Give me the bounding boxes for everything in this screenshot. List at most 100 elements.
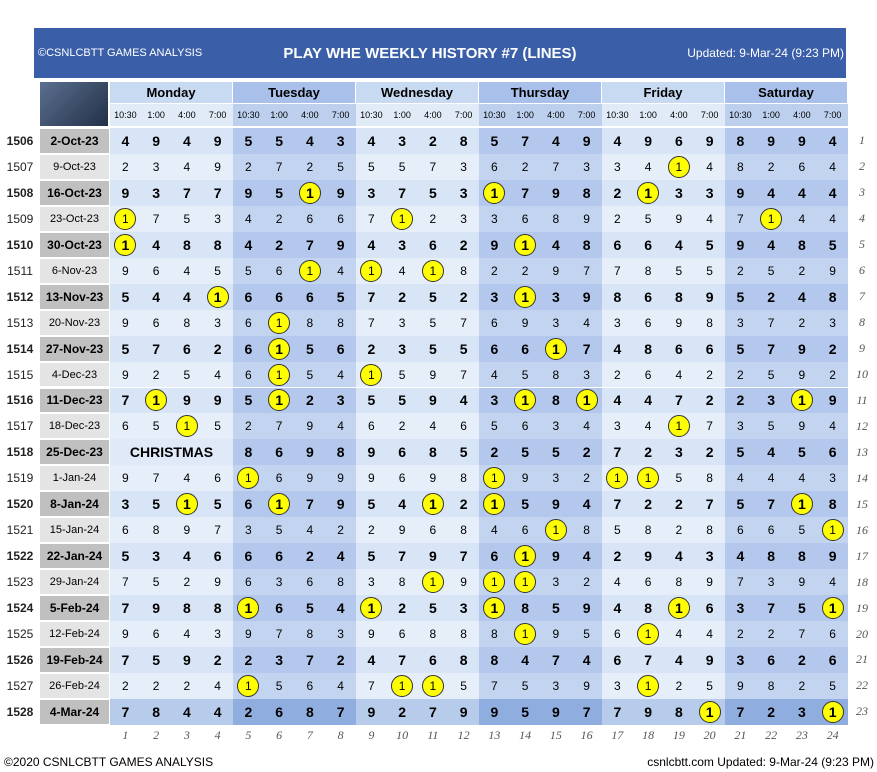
hit-circle: 1 [760, 207, 783, 230]
column-number: 6 [276, 728, 283, 743]
column-number: 15 [549, 728, 562, 743]
cell: 5 [263, 179, 295, 206]
cell: 6 [294, 672, 326, 699]
cell: 6 [479, 335, 510, 362]
cell: 3 [386, 335, 418, 362]
cell: 3 [540, 569, 572, 596]
time-header: 4:00 [294, 104, 326, 126]
cell: 4 [786, 179, 818, 206]
cell: 7 [356, 672, 387, 699]
cell: 1 [786, 491, 818, 518]
cell: 8 [417, 439, 449, 466]
week-number: 1520 [6, 497, 34, 512]
cell: 6 [725, 517, 756, 544]
cell: 7 [571, 335, 602, 362]
cell: 4 [663, 543, 695, 570]
cell: 7 [171, 179, 203, 206]
cell: 7 [356, 205, 387, 232]
cell: 5 [571, 621, 602, 647]
week-number: 1526 [6, 652, 34, 667]
cell: 1 [632, 465, 664, 492]
cell: 3 [386, 309, 418, 336]
week-number: 1517 [6, 419, 34, 434]
cell: 7 [356, 309, 387, 336]
column-number: 23 [795, 728, 808, 743]
cell: 7 [509, 179, 541, 206]
cell: 5 [755, 361, 787, 388]
cell: 4 [755, 439, 787, 466]
column-number: 3 [183, 728, 190, 743]
cell: 7 [325, 698, 356, 725]
cell: 9 [202, 387, 233, 414]
date: 27-Nov-23 [40, 336, 109, 361]
cell: 8 [171, 309, 203, 336]
cell: 5 [140, 491, 172, 518]
cell: 5 [663, 257, 695, 284]
cell: 4 [755, 465, 787, 492]
cell: 6 [171, 335, 203, 362]
date: 15-Jan-24 [40, 518, 109, 543]
cell: 8 [817, 491, 848, 518]
hit-circle: 1 [514, 233, 537, 256]
row-index: 8 [859, 315, 865, 330]
hit-circle: 1 [237, 467, 260, 490]
cell: 7 [140, 335, 172, 362]
row-index: 11 [856, 392, 868, 407]
cell: 8 [663, 698, 695, 725]
cell: 5 [509, 672, 541, 699]
column-number: 21 [734, 728, 747, 743]
cell: 1 [386, 205, 418, 232]
cell: 4 [725, 543, 756, 570]
cell: 5 [417, 179, 449, 206]
hit-circle: 1 [514, 623, 537, 646]
cell: 2 [755, 283, 787, 310]
cell: 7 [263, 413, 295, 440]
cell: 9 [786, 413, 818, 440]
cell: 3 [540, 283, 572, 310]
cell: 7 [663, 387, 695, 414]
day-header: Wednesday [356, 82, 478, 103]
cell: 5 [479, 413, 510, 440]
cell: 9 [294, 413, 326, 440]
cell: 8 [417, 621, 449, 647]
column-number: 16 [580, 728, 593, 743]
cell: 6 [386, 465, 418, 492]
cell: 6 [294, 569, 326, 596]
cell: 7 [294, 647, 326, 673]
hit-circle: 1 [821, 597, 844, 620]
cell: 6 [663, 335, 695, 362]
cell: 4 [325, 257, 356, 284]
column-number: 2 [153, 728, 160, 743]
row-index: 18 [856, 574, 868, 589]
cell: 9 [817, 543, 848, 570]
cell: 6 [602, 647, 633, 673]
cell: 4 [602, 569, 633, 596]
cell: 8 [448, 647, 479, 673]
column-number: 12 [457, 728, 470, 743]
cell: 2 [663, 491, 695, 518]
cell: 7 [694, 491, 725, 518]
cell: 7 [110, 698, 141, 725]
cell: 6 [817, 647, 848, 673]
cell: 2 [509, 153, 541, 180]
cell: 3 [479, 205, 510, 232]
cell: 5 [417, 595, 449, 622]
cell: 8 [755, 672, 787, 699]
row-index: 22 [856, 678, 868, 693]
cell: 6 [663, 128, 695, 154]
cell: 3 [694, 179, 725, 206]
week-number: 1507 [6, 159, 34, 174]
cell: 2 [356, 335, 387, 362]
cell: 2 [694, 361, 725, 388]
hit-circle: 1 [667, 155, 690, 178]
cell: 5 [263, 128, 295, 154]
cell: 4 [479, 517, 510, 544]
cell: 5 [725, 491, 756, 518]
cell: 7 [448, 543, 479, 570]
cell: 8 [817, 283, 848, 310]
cell: 5 [602, 517, 633, 544]
week-number: 1518 [6, 445, 34, 460]
cell: 5 [263, 672, 295, 699]
week-number: 1522 [6, 549, 34, 564]
cell: 9 [356, 698, 387, 725]
